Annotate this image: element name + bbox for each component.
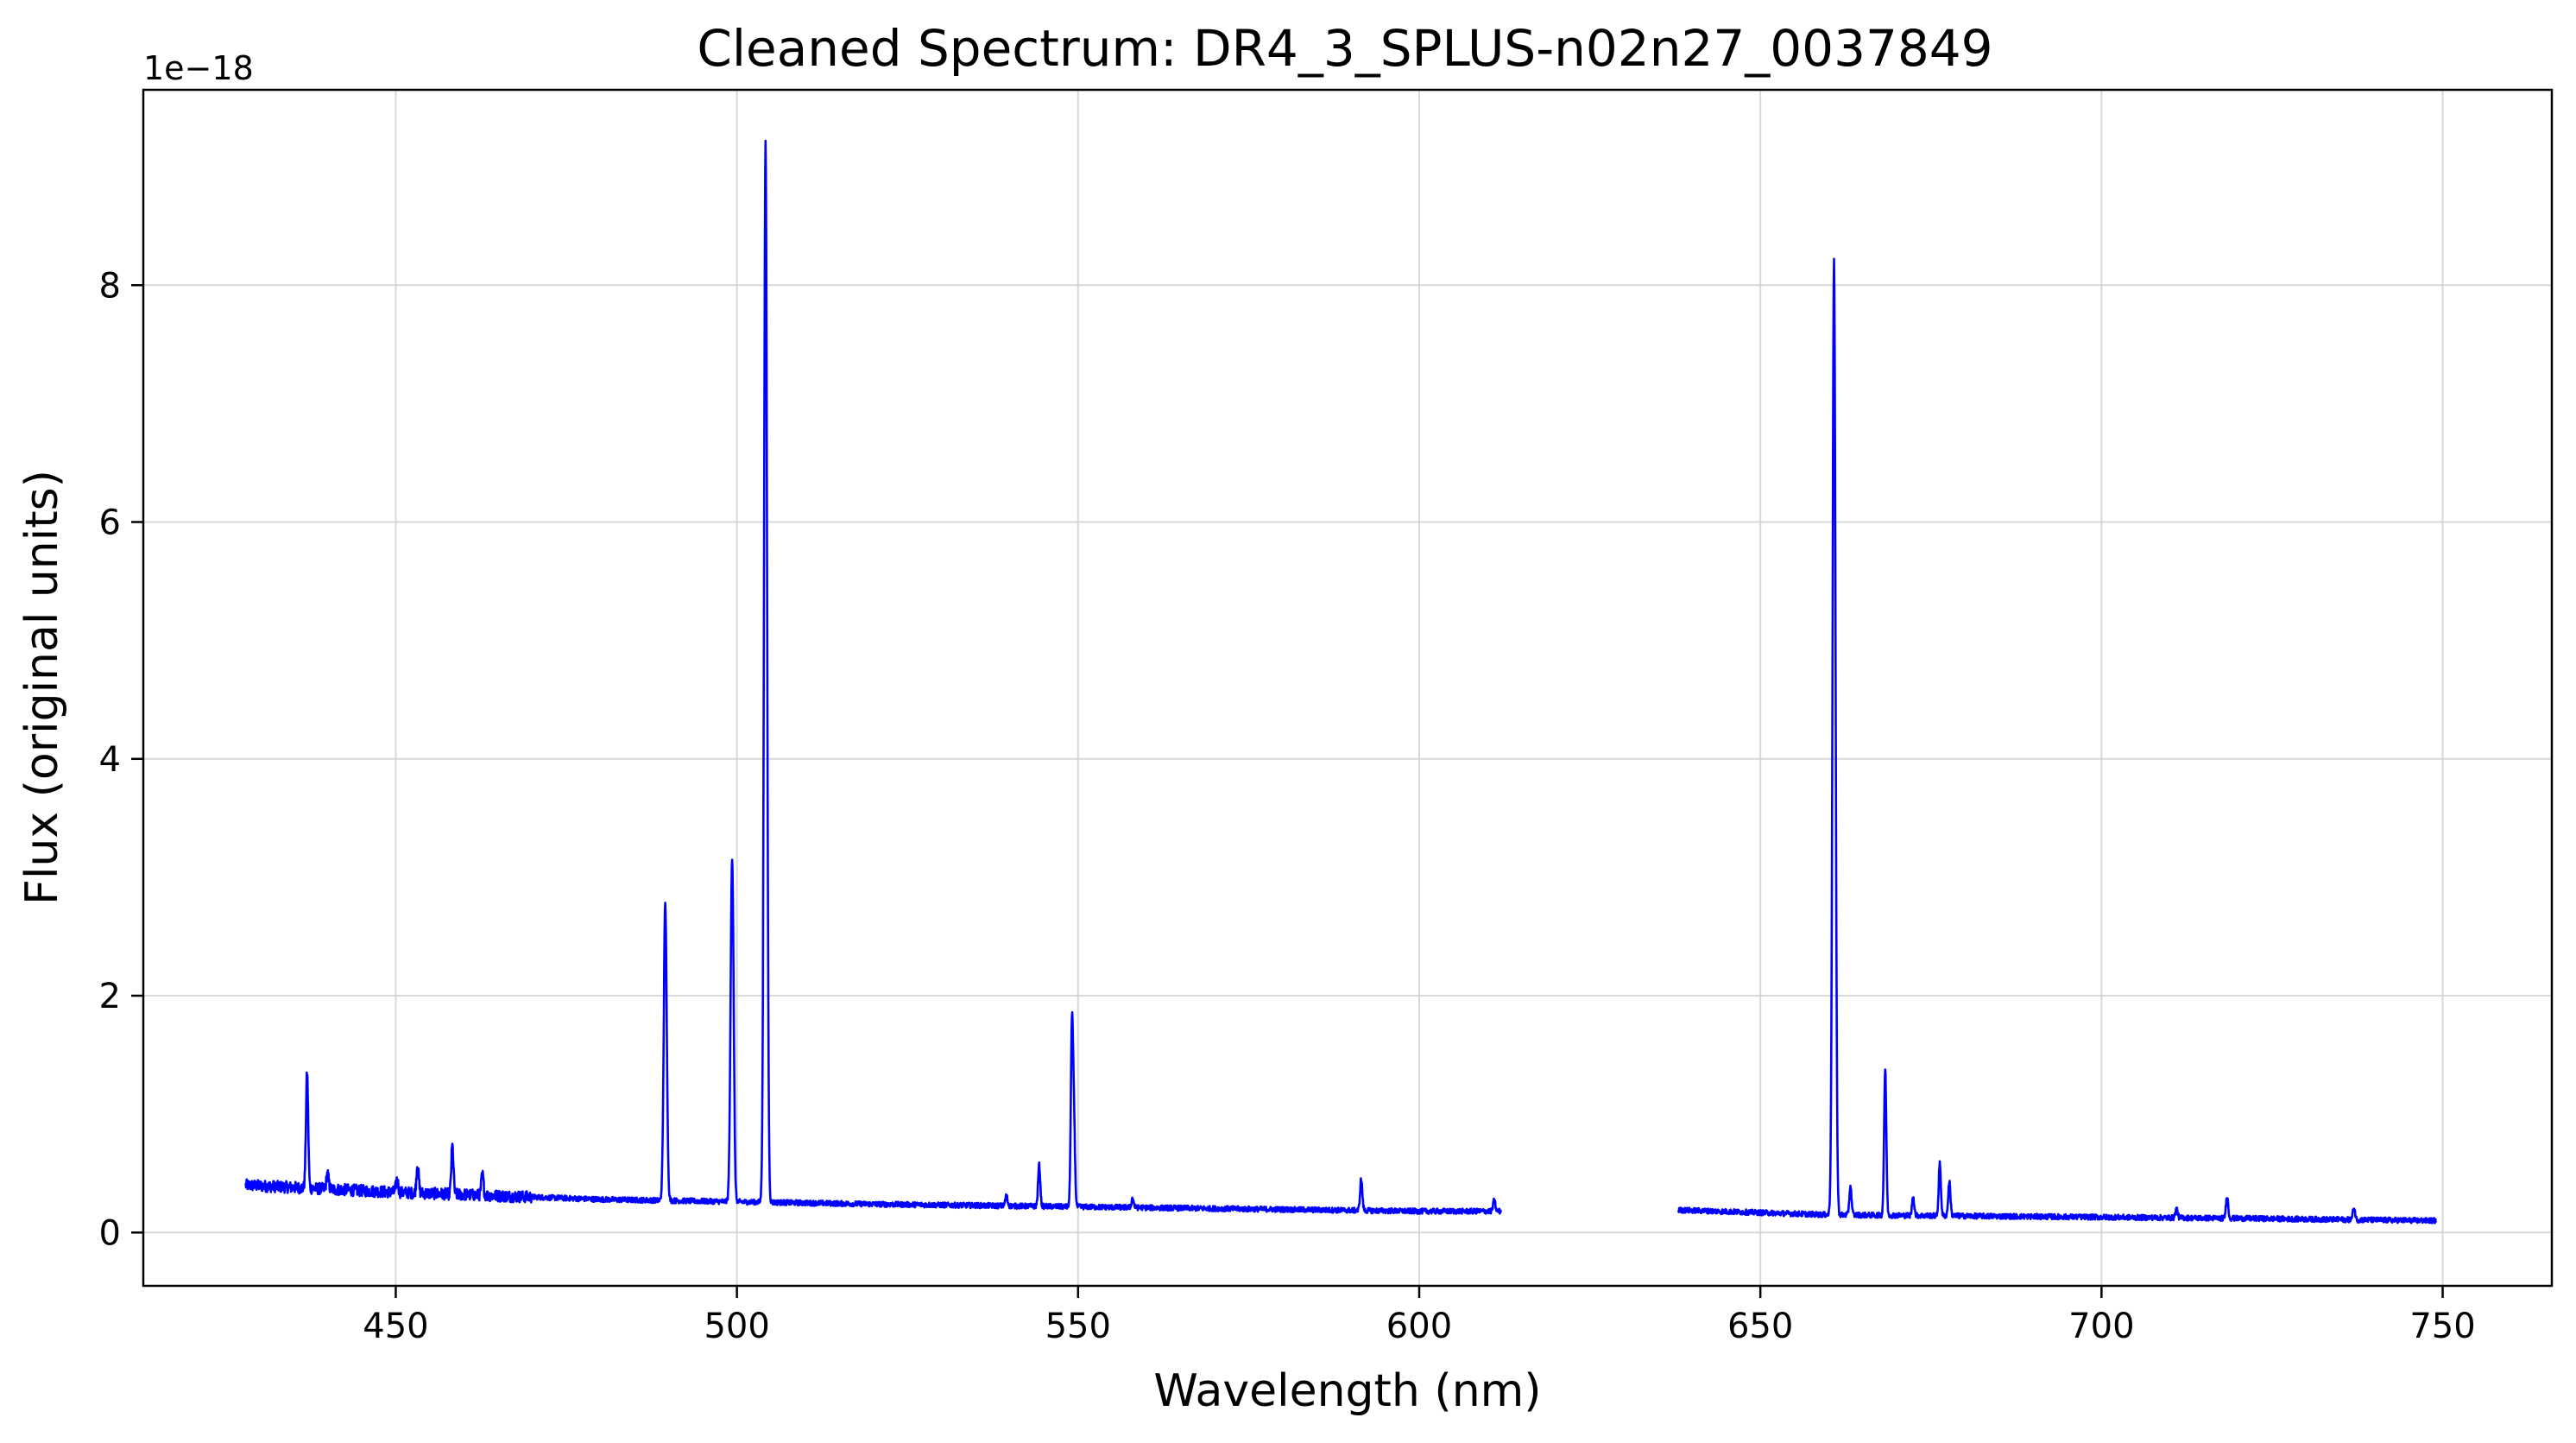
spectrum-line	[244, 139, 2437, 1225]
x-tick-label: 500	[704, 1307, 769, 1346]
y-tick-label: 6	[99, 503, 121, 543]
chart-title: Cleaned Spectrum: DR4_3_SPLUS-n02n27_003…	[697, 19, 1992, 78]
x-tick-label: 750	[2409, 1307, 2475, 1346]
y-tick-label: 0	[99, 1213, 121, 1253]
y-tick-label: 2	[99, 977, 121, 1016]
x-tick-label: 700	[2068, 1307, 2134, 1346]
x-tick-label: 650	[1727, 1307, 1793, 1346]
grid	[143, 90, 2552, 1286]
y-axis-offset-label: 1e−18	[143, 49, 254, 87]
plot-frame	[142, 88, 2554, 1288]
x-tick-label: 550	[1045, 1307, 1111, 1346]
y-tick-label: 4	[99, 740, 121, 780]
x-tick-label: 600	[1386, 1307, 1452, 1346]
y-axis: 0 2 4 6 8	[99, 266, 143, 1253]
x-tick-label: 450	[363, 1307, 428, 1346]
x-axis-label: Wavelength (nm)	[1153, 1365, 1541, 1417]
y-tick-label: 8	[99, 266, 121, 306]
x-axis: 450 500 550 600 650 700 750	[363, 1286, 2476, 1346]
y-axis-label: Flux (original units)	[16, 470, 68, 905]
